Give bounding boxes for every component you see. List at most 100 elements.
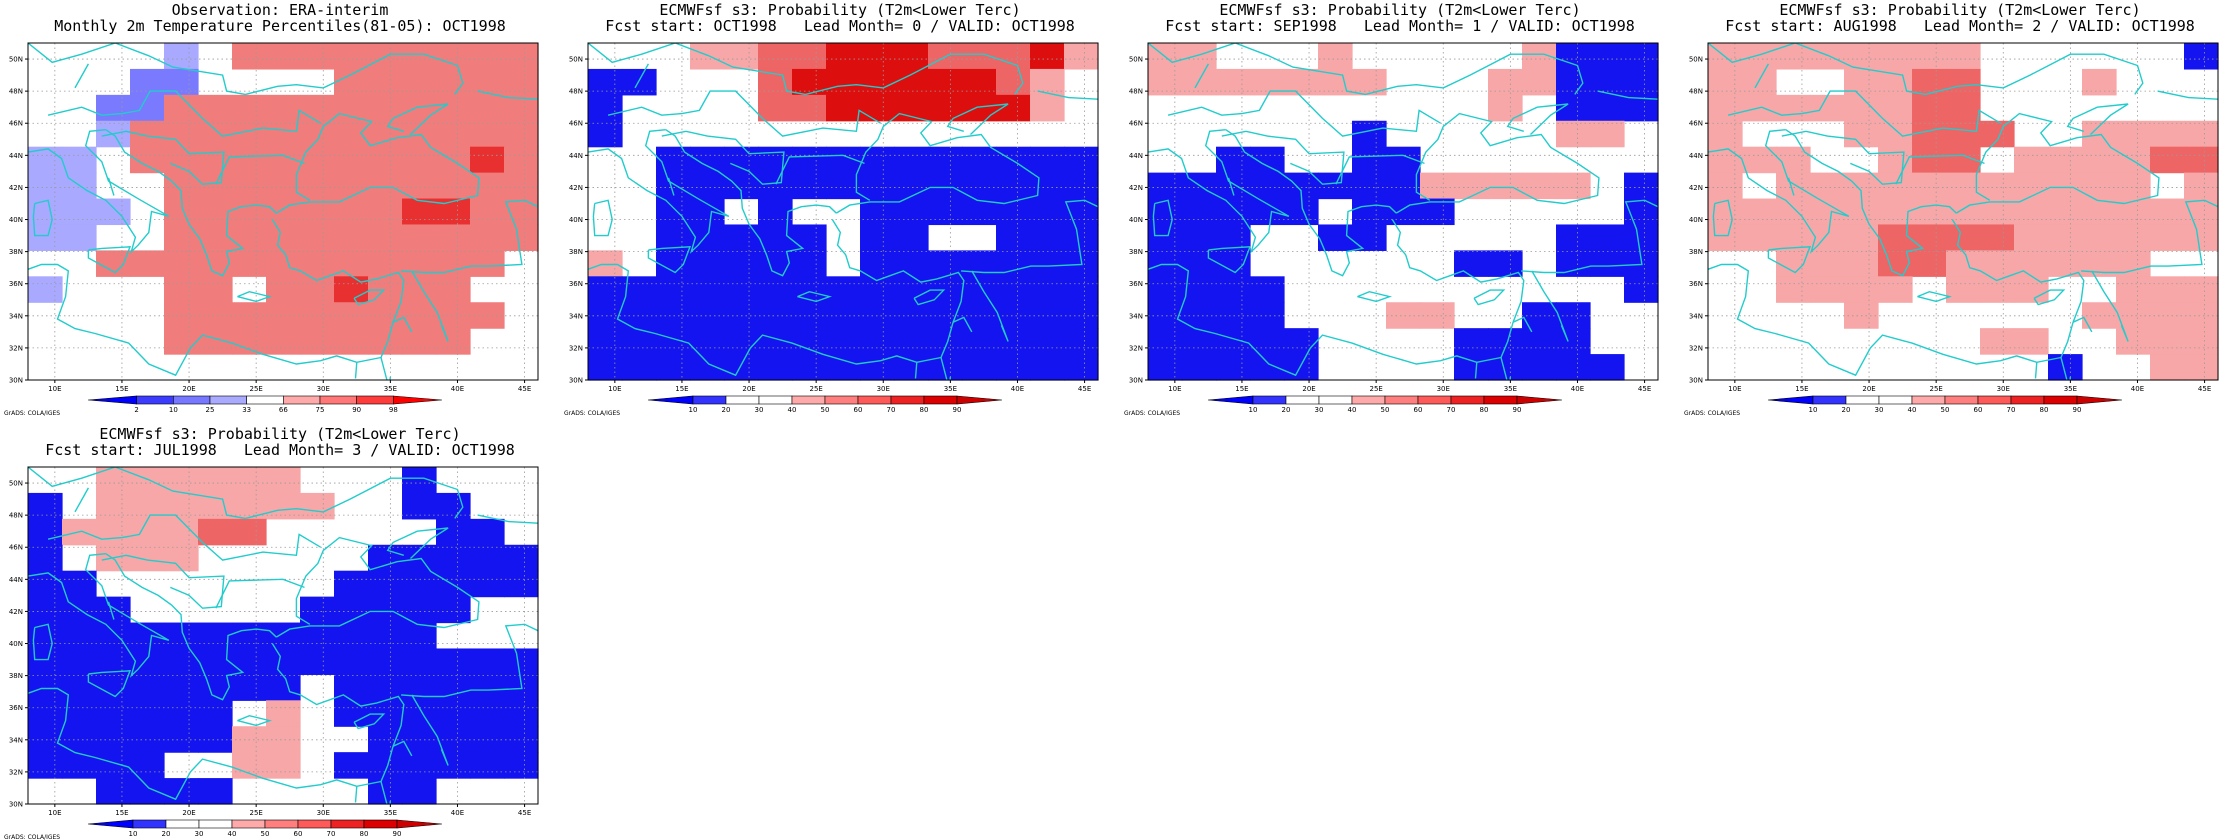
colorbar-label: 60 bbox=[1414, 406, 1423, 414]
y-tick-label: 40N bbox=[9, 216, 23, 224]
data-cell bbox=[2014, 146, 2049, 174]
colorbar-label: 30 bbox=[1315, 406, 1324, 414]
coastline bbox=[401, 199, 538, 274]
coastline bbox=[661, 130, 785, 185]
coastline bbox=[1335, 154, 1425, 185]
y-tick-label: 44N bbox=[1129, 152, 1143, 160]
data-cell bbox=[504, 648, 539, 675]
data-cell bbox=[470, 674, 505, 701]
data-cell bbox=[2184, 172, 2219, 200]
coastline bbox=[588, 129, 730, 254]
data-cell bbox=[1030, 276, 1065, 303]
data-cell bbox=[368, 544, 403, 572]
data-cell bbox=[164, 778, 199, 805]
data-cell bbox=[28, 172, 63, 200]
x-tick-label: 10E bbox=[48, 385, 61, 393]
data-cell bbox=[2184, 224, 2219, 251]
data-cell bbox=[300, 120, 335, 148]
data-cell bbox=[402, 544, 437, 572]
data-cell bbox=[588, 250, 623, 277]
y-tick-label: 40N bbox=[9, 640, 23, 648]
colorbar-label: 2 bbox=[134, 406, 138, 414]
data-cell bbox=[656, 302, 691, 329]
data-cell bbox=[368, 622, 403, 650]
colorbar-label: 70 bbox=[327, 830, 336, 838]
colorbar-segment bbox=[1944, 395, 1979, 405]
data-cell bbox=[1064, 328, 1099, 355]
data-cell bbox=[1030, 43, 1065, 70]
y-tick-label: 38N bbox=[1689, 248, 1703, 256]
colorbar-segment bbox=[173, 395, 211, 405]
coastline bbox=[28, 43, 464, 96]
coastline bbox=[667, 177, 675, 196]
coastlines bbox=[28, 467, 538, 804]
data-cell bbox=[1946, 198, 1981, 226]
coastline bbox=[105, 553, 277, 701]
data-cell bbox=[232, 224, 267, 251]
y-tick-label: 40N bbox=[569, 216, 583, 224]
data-cell bbox=[334, 752, 369, 779]
data-cell bbox=[2116, 328, 2151, 355]
panel-forecast-lead3: ECMWFsf s3: Probability (T2m<Lower Terc)… bbox=[0, 420, 560, 840]
data-cell bbox=[894, 224, 929, 251]
coastline bbox=[775, 154, 865, 185]
colorbar-label: 50 bbox=[1941, 406, 1950, 414]
data-cell bbox=[1148, 224, 1183, 251]
y-tick-label: 50N bbox=[9, 56, 23, 64]
colorbar-label: 10 bbox=[169, 406, 178, 414]
coastline bbox=[271, 219, 405, 358]
data-cell bbox=[1590, 354, 1625, 381]
data-cell bbox=[1912, 250, 1947, 277]
data-cell bbox=[1980, 172, 2015, 200]
data-cell bbox=[402, 570, 437, 598]
data-cell bbox=[1878, 43, 1913, 70]
data-cell bbox=[368, 726, 403, 753]
data-cell bbox=[962, 198, 997, 226]
y-tick-label: 36N bbox=[569, 280, 583, 288]
data-cell bbox=[1980, 120, 2015, 148]
data-cell bbox=[266, 172, 301, 200]
data-cell bbox=[588, 120, 623, 148]
data-cell bbox=[1708, 94, 1743, 122]
coastlines bbox=[1708, 43, 2218, 380]
coastline bbox=[411, 270, 449, 342]
colorbar-segment bbox=[231, 819, 266, 829]
coastline bbox=[215, 578, 305, 609]
data-cell bbox=[368, 302, 403, 329]
y-tick-label: 46N bbox=[9, 544, 23, 552]
colorbar-label: 40 bbox=[228, 830, 237, 838]
y-tick-label: 46N bbox=[1129, 120, 1143, 128]
coastline bbox=[215, 154, 305, 185]
map-layer: 10E 15E 20E 25E 30E 35E 40E 45E 30N 32N 34N 36N 38N 4… bbox=[4, 42, 539, 417]
y-tick-label: 42N bbox=[569, 184, 583, 192]
colorbar-segment bbox=[87, 819, 134, 829]
colorbar-label: 40 bbox=[788, 406, 797, 414]
data-cell bbox=[368, 146, 403, 174]
map-layer: 10E 15E 20E 25E 30E 35E 40E 45E 30N 32N 34N 36N 38N 4… bbox=[1124, 42, 1659, 417]
data-cell bbox=[2048, 224, 2083, 251]
data-cell bbox=[690, 146, 725, 174]
data-cell bbox=[2082, 146, 2117, 174]
data-cell bbox=[368, 648, 403, 675]
y-tick-label: 48N bbox=[9, 88, 23, 96]
map-layer: 10E 15E 20E 25E 30E 35E 40E 45E 30N 32N 34N 36N 38N 4… bbox=[4, 466, 539, 840]
data-cell bbox=[1182, 250, 1217, 277]
colorbar: 10 20 30 40 50 60 70 80 90 bbox=[1207, 395, 1563, 414]
data-cell bbox=[300, 172, 335, 200]
data-cell bbox=[724, 276, 759, 303]
data-cell bbox=[436, 120, 471, 148]
data-cell bbox=[758, 146, 793, 174]
data-cell bbox=[470, 43, 505, 70]
data-cell bbox=[1352, 224, 1387, 251]
data-cell bbox=[1030, 198, 1065, 226]
coastline bbox=[392, 740, 413, 757]
data-cell bbox=[232, 622, 267, 650]
data-cell bbox=[2116, 120, 2151, 148]
y-tick-label: 46N bbox=[569, 120, 583, 128]
data-cell bbox=[96, 674, 131, 701]
data-cell bbox=[130, 622, 165, 650]
colorbar-segment bbox=[1351, 395, 1386, 405]
data-cell bbox=[164, 648, 199, 675]
data-cell bbox=[792, 276, 827, 303]
colorbar-segment bbox=[165, 819, 200, 829]
